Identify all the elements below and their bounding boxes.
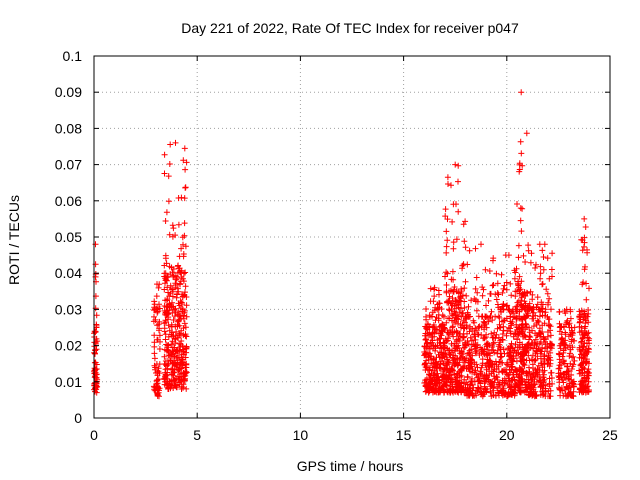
axis-ticks: 0 5 10 15 20 25 0 0.01 0.02 0.03 0.04 0.05 0.06 0.07 0… [55,48,618,443]
y-tick-label: 0.02 [55,338,82,354]
chart-title: Day 221 of 2022, Rate Of TEC Index for r… [181,20,519,36]
x-tick-label: 10 [293,427,309,443]
y-tick-label: 0.06 [55,193,82,209]
x-tick-label: 25 [602,427,618,443]
data-points [91,89,593,400]
x-tick-label: 5 [193,427,201,443]
x-axis-label: GPS time / hours [297,458,404,474]
y-tick-label: 0.09 [55,84,82,100]
y-tick-label: 0.05 [55,229,82,245]
y-tick-label: 0.07 [55,157,82,173]
y-tick-label: 0.1 [63,48,83,64]
y-tick-label: 0.04 [55,265,82,281]
roti-point-markers [91,89,593,400]
x-tick-label: 15 [396,427,412,443]
y-axis-label: ROTI / TECUs [6,195,22,285]
y-tick-label: 0.01 [55,374,82,390]
y-tick-label: 0.08 [55,120,82,136]
grid-lines [94,56,610,418]
y-tick-label: 0.03 [55,301,82,317]
x-tick-label: 0 [90,427,98,443]
x-tick-label: 20 [499,427,515,443]
y-tick-label: 0 [74,410,82,426]
